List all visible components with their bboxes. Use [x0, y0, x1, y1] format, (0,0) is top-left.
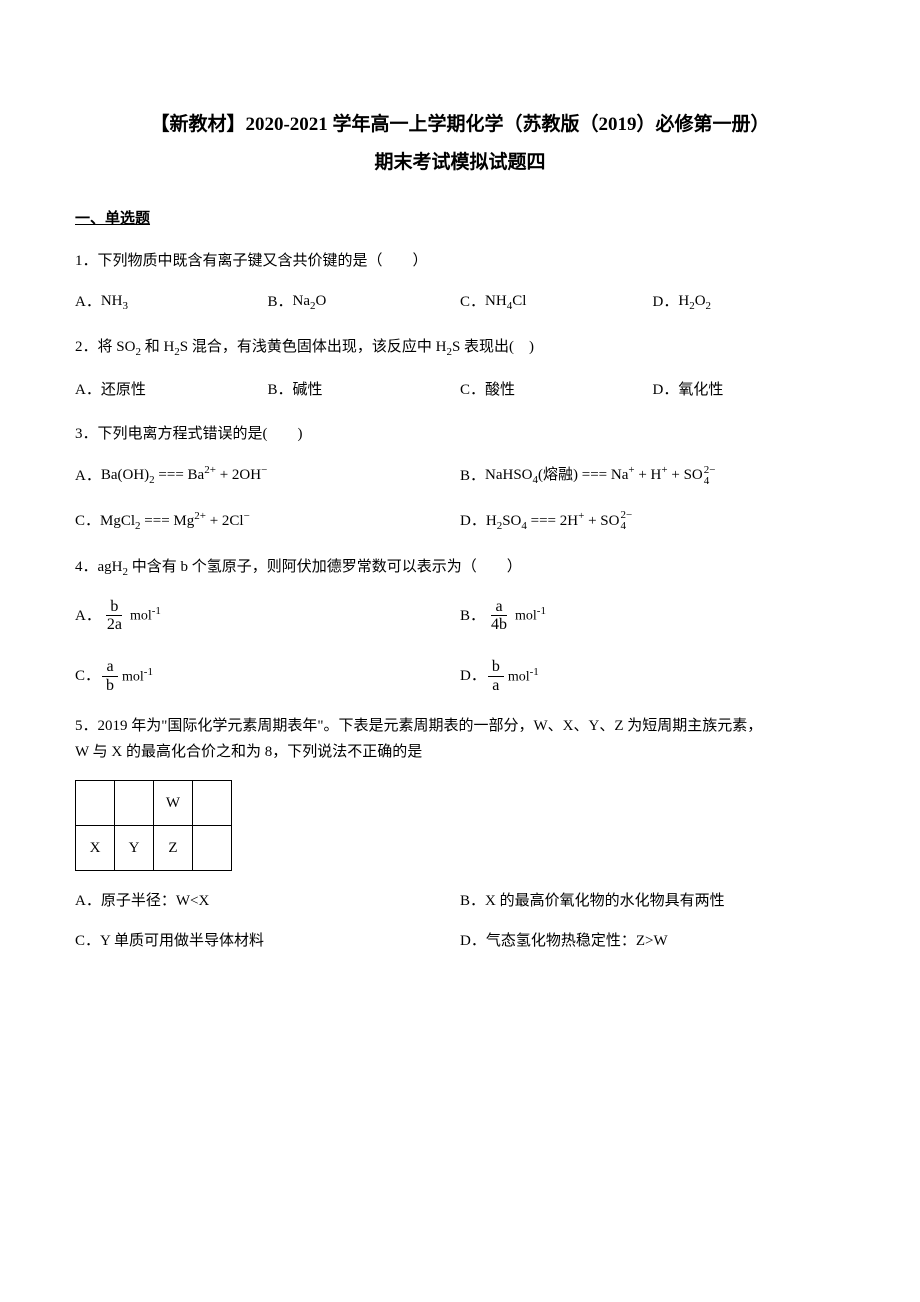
question-stem: 5．2019 年为"国际化学元素周期表年"。下表是元素周期表的一部分，W、X、Y… [75, 714, 845, 738]
options-row: A．NH3 B．Na2O C．NH4Cl D．H2O2 [75, 289, 845, 316]
ptable-cell [193, 826, 232, 871]
options-row: C．MgCl2 === Mg2+ + 2Cl− D．H2SO4 === 2H+ … [75, 508, 845, 536]
options-row: C．Y 单质可用做半导体材料 D．气态氢化物热稳定性：Z>W [75, 929, 845, 953]
option-d: D．气态氢化物热稳定性：Z>W [460, 929, 845, 953]
option-b: B．NaHSO4(熔融) === Na+ + H+ + SO2−4 [460, 462, 845, 490]
option-c: C． ab mol-1 [75, 658, 460, 694]
option-b: B．Na2O [268, 289, 461, 316]
ptable-cell [193, 781, 232, 826]
question-stem: 2．将 SO2 和 H2S 混合，有浅黄色固体出现，该反应中 H2S 表现出( … [75, 335, 845, 362]
option-b: B．碱性 [268, 378, 461, 402]
section-heading: 一、单选题 [75, 207, 845, 231]
question-4: 4．agH2 中含有 b 个氢原子，则阿伏加德罗常数可以表示为（ ） A． b2… [75, 555, 845, 694]
option-c: C．NH4Cl [460, 289, 653, 316]
option-d: D．氧化性 [653, 378, 846, 402]
question-1: 1．下列物质中既含有离子键又含共价键的是（ ） A．NH3 B．Na2O C．N… [75, 249, 845, 316]
option-c: C．酸性 [460, 378, 653, 402]
ptable-cell: W [154, 781, 193, 826]
question-2: 2．将 SO2 和 H2S 混合，有浅黄色固体出现，该反应中 H2S 表现出( … [75, 335, 845, 402]
options-row: A． b2a mol-1 B． a4b mol-1 [75, 598, 845, 634]
title-line-1: 【新教材】2020-2021 学年高一上学期化学（苏教版（2019）必修第一册） [75, 110, 845, 140]
ptable-cell: Y [115, 826, 154, 871]
periodic-table-fragment: W X Y Z [75, 780, 232, 871]
option-c: C．MgCl2 === Mg2+ + 2Cl− [75, 508, 460, 536]
title-line-2: 期末考试模拟试题四 [75, 148, 845, 178]
options-row: A．原子半径：W<X B．X 的最高价氧化物的水化物具有两性 [75, 889, 845, 913]
option-a: A．NH3 [75, 289, 268, 316]
options-row: C． ab mol-1 D． ba mol-1 [75, 658, 845, 694]
question-stem-line2: W 与 X 的最高化合价之和为 8，下列说法不正确的是 [75, 740, 845, 764]
ptable-cell: X [76, 826, 115, 871]
option-b: B． a4b mol-1 [460, 598, 845, 634]
ptable-cell [76, 781, 115, 826]
page: 【新教材】2020-2021 学年高一上学期化学（苏教版（2019）必修第一册）… [0, 0, 920, 1033]
option-a: A．还原性 [75, 378, 268, 402]
ptable-cell: Z [154, 826, 193, 871]
question-stem: 4．agH2 中含有 b 个氢原子，则阿伏加德罗常数可以表示为（ ） [75, 555, 845, 582]
option-d: D． ba mol-1 [460, 658, 845, 694]
option-d: D．H2SO4 === 2H+ + SO2−4 [460, 508, 845, 536]
option-a: A．原子半径：W<X [75, 889, 460, 913]
options-row: A．Ba(OH)2 === Ba2+ + 2OH− B．NaHSO4(熔融) =… [75, 462, 845, 490]
option-b: B．X 的最高价氧化物的水化物具有两性 [460, 889, 845, 913]
option-d: D．H2O2 [653, 289, 846, 316]
question-stem: 3．下列电离方程式错误的是( ) [75, 422, 845, 446]
option-a: A．Ba(OH)2 === Ba2+ + 2OH− [75, 462, 460, 490]
option-c: C．Y 单质可用做半导体材料 [75, 929, 460, 953]
options-row: A．还原性 B．碱性 C．酸性 D．氧化性 [75, 378, 845, 402]
question-stem: 1．下列物质中既含有离子键又含共价键的是（ ） [75, 249, 845, 273]
option-a: A． b2a mol-1 [75, 598, 460, 634]
question-3: 3．下列电离方程式错误的是( ) A．Ba(OH)2 === Ba2+ + 2O… [75, 422, 845, 535]
ptable-cell [115, 781, 154, 826]
question-5: 5．2019 年为"国际化学元素周期表年"。下表是元素周期表的一部分，W、X、Y… [75, 714, 845, 953]
